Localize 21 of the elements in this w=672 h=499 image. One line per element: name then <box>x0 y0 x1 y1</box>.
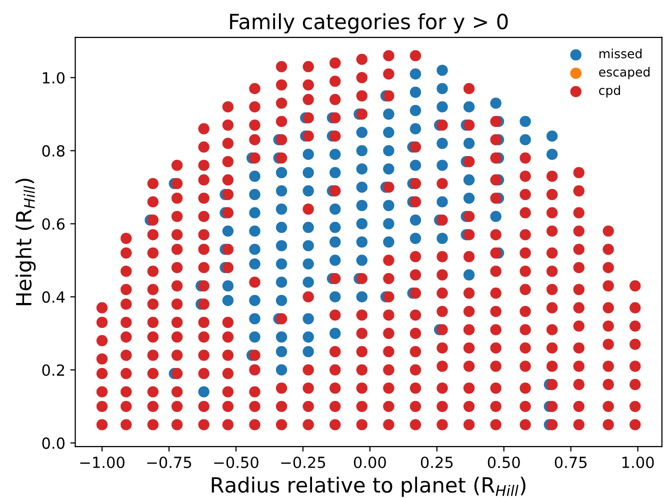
legend-label: missed <box>600 48 642 58</box>
legend-label: escaped <box>599 67 650 80</box>
x-tick-label: 0.25 <box>420 456 453 468</box>
x-tick-label: 0.00 <box>354 456 386 468</box>
y-tick-label: 0.2 <box>42 364 64 376</box>
y-tick-label: 0.4 <box>42 291 65 303</box>
x-tick-label: 0.75 <box>554 456 587 468</box>
y-tick-label: 1.0 <box>42 72 65 84</box>
chart-title: Family categories for y > 0 <box>230 13 508 34</box>
x-tick-label: 0.50 <box>488 456 520 468</box>
legend-label: cpd <box>599 85 620 98</box>
x-tick-label: −0.25 <box>281 456 326 468</box>
x-tick-label: 1.00 <box>622 456 654 468</box>
x-axis-title: Radius relative to planet (R$_{Hill}$) <box>212 476 526 497</box>
y-tick-label: 0.8 <box>42 145 64 157</box>
y-tick-label: 0.6 <box>42 218 65 230</box>
x-tick-label: −0.50 <box>214 456 258 468</box>
y-axis-title: Height (R$_{Hill}$) <box>15 178 36 306</box>
x-tick-label: −1.00 <box>80 456 124 468</box>
x-tick-label: −0.75 <box>147 456 192 468</box>
y-tick-label: 0.0 <box>42 437 65 449</box>
